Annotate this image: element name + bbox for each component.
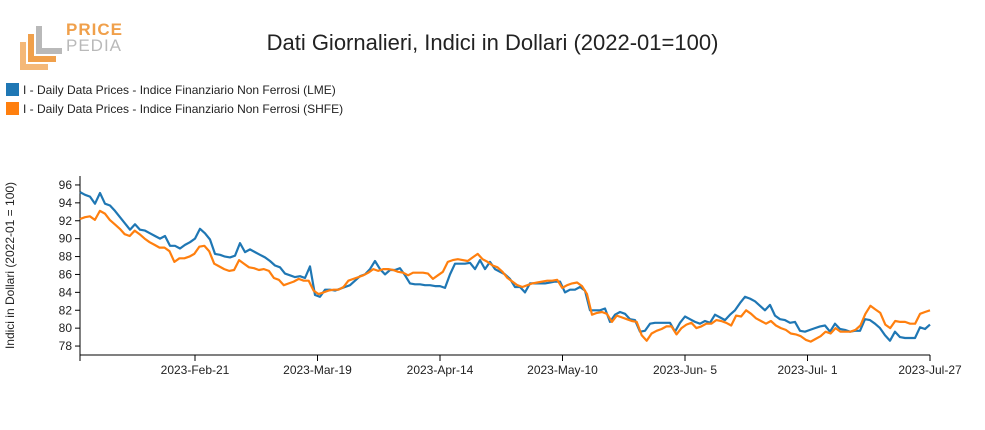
chart-legend: I - Daily Data Prices - Indice Finanziar… (6, 80, 343, 118)
y-tick-label: 92 (59, 214, 73, 228)
legend-item-shfe[interactable]: I - Daily Data Prices - Indice Finanziar… (6, 99, 343, 118)
x-tick-label: 2023-Feb-21 (161, 363, 230, 377)
x-tick-label: 2023-Jul-27 (898, 363, 962, 377)
y-tick-label: 86 (59, 267, 73, 281)
x-tick-label: 2023-Mar-19 (283, 363, 352, 377)
legend-swatch-lme (6, 83, 19, 96)
y-tick-label: 94 (59, 196, 73, 210)
y-tick-label: 90 (59, 232, 73, 246)
logo-mark-icon (20, 26, 62, 70)
x-tick-label: 2023-Jun- 5 (653, 363, 717, 377)
legend-label-shfe: I - Daily Data Prices - Indice Finanziar… (23, 101, 344, 116)
legend-label-lme: I - Daily Data Prices - Indice Finanziar… (23, 82, 336, 97)
y-tick-label: 80 (59, 321, 73, 335)
legend-swatch-shfe (6, 102, 19, 115)
pricepedia-logo: PRICE PEDIA (18, 20, 128, 72)
y-axis-label: Indici in Dollari (2022-01 = 100) (3, 182, 17, 349)
y-tick-label: 88 (59, 250, 73, 264)
y-tick-label: 84 (59, 285, 73, 299)
logo-text-bottom: PEDIA (66, 36, 123, 55)
series-line-shfe (79, 209, 931, 343)
logo-text-top: PRICE (66, 20, 123, 39)
legend-item-lme[interactable]: I - Daily Data Prices - Indice Finanziar… (6, 80, 343, 99)
chart-title: Dati Giornalieri, Indici in Dollari (202… (266, 30, 719, 55)
y-tick-label: 96 (59, 178, 73, 192)
y-tick-label: 82 (59, 303, 73, 317)
x-tick-label: 2023-Jul- 1 (777, 363, 837, 377)
series-line-lme (79, 191, 931, 342)
x-tick-label: 2023-May-10 (527, 363, 598, 377)
y-tick-label: 78 (59, 339, 73, 353)
x-tick-label: 2023-Apr-14 (407, 363, 474, 377)
